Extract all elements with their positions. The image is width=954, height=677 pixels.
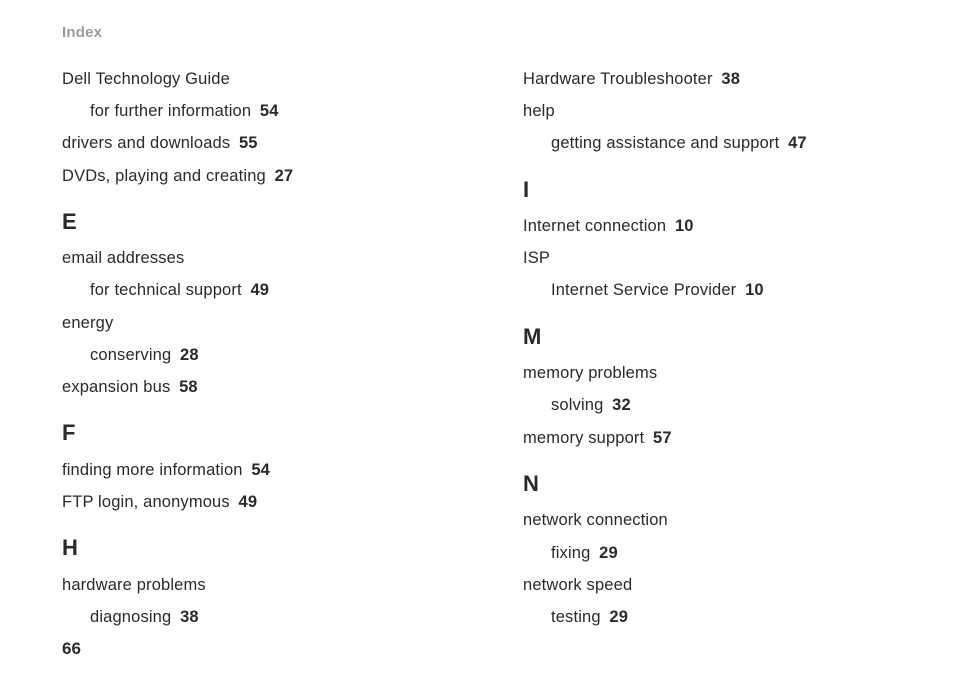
index-entry-text: Hardware Troubleshooter (523, 70, 713, 88)
index-entry: expansion bus 58 (62, 371, 433, 403)
index-entry-text: getting assistance and support (551, 134, 779, 152)
index-entry-text: hardware problems (62, 576, 206, 594)
index-entry: drivers and downloads 55 (62, 127, 433, 159)
index-entry-text: Internet Service Provider (551, 281, 736, 299)
index-page: Index Dell Technology Guide for further i… (0, 0, 954, 677)
index-subentry: testing 29 (523, 601, 894, 633)
index-entry-text: energy (62, 314, 113, 332)
index-entry-text: for technical support (90, 281, 242, 299)
index-page-ref: 49 (250, 281, 269, 299)
index-page-ref: 38 (180, 608, 199, 626)
index-entry-text: expansion bus (62, 378, 170, 396)
index-entry-text: drivers and downloads (62, 134, 230, 152)
index-entry-text: network speed (523, 576, 632, 594)
index-entry-text: for further information (90, 102, 251, 120)
index-letter-heading: E (62, 208, 433, 237)
index-entry: energy (62, 307, 433, 339)
index-page-ref: 29 (599, 544, 618, 562)
index-entry-text: memory support (523, 429, 644, 447)
page-header: Index (62, 24, 894, 41)
index-page-ref: 47 (788, 134, 807, 152)
index-entry: finding more information 54 (62, 454, 433, 486)
index-subentry: solving 32 (523, 389, 894, 421)
index-page-ref: 58 (179, 378, 198, 396)
index-entry-text: conserving (90, 346, 171, 364)
index-entry-text: network connection (523, 511, 668, 529)
index-entry: Internet connection 10 (523, 210, 894, 242)
index-entry: memory problems (523, 357, 894, 389)
index-entry: Hardware Troubleshooter 38 (523, 63, 894, 95)
index-subentry: Internet Service Provider 10 (523, 274, 894, 306)
index-entry: email addresses (62, 242, 433, 274)
index-letter-heading: H (62, 534, 433, 563)
index-columns: Dell Technology Guide for further informa… (62, 63, 894, 633)
index-page-ref: 49 (239, 493, 258, 511)
index-entry-text: Dell Technology Guide (62, 70, 230, 88)
index-entry: Dell Technology Guide (62, 63, 433, 95)
index-entry: ISP (523, 242, 894, 274)
index-column-left: Dell Technology Guide for further informa… (62, 63, 433, 633)
index-entry: hardware problems (62, 569, 433, 601)
index-page-ref: 28 (180, 346, 199, 364)
index-subentry: for technical support 49 (62, 274, 433, 306)
index-page-ref: 10 (675, 217, 694, 235)
index-entry-text: DVDs, playing and creating (62, 167, 266, 185)
index-page-ref: 32 (612, 396, 631, 414)
index-subentry: for further information 54 (62, 95, 433, 127)
index-letter-heading: I (523, 176, 894, 205)
index-page-ref: 55 (239, 134, 258, 152)
index-entry: DVDs, playing and creating 27 (62, 160, 433, 192)
index-letter-heading: N (523, 470, 894, 499)
index-subentry: getting assistance and support 47 (523, 127, 894, 159)
index-entry-text: help (523, 102, 555, 120)
index-entry: FTP login, anonymous 49 (62, 486, 433, 518)
index-entry: help (523, 95, 894, 127)
index-entry-text: Internet connection (523, 217, 666, 235)
index-page-ref: 57 (653, 429, 672, 447)
index-entry: memory support 57 (523, 422, 894, 454)
index-letter-heading: F (62, 419, 433, 448)
index-page-ref: 10 (745, 281, 764, 299)
index-column-right: Hardware Troubleshooter 38 help getting as… (523, 63, 894, 633)
index-subentry: fixing 29 (523, 537, 894, 569)
index-entry-text: solving (551, 396, 603, 414)
index-entry-text: diagnosing (90, 608, 171, 626)
index-entry: network connection (523, 504, 894, 536)
index-entry-text: email addresses (62, 249, 184, 267)
page-number: 66 (62, 639, 81, 659)
index-page-ref: 54 (251, 461, 270, 479)
index-page-ref: 54 (260, 102, 279, 120)
index-page-ref: 27 (275, 167, 294, 185)
index-entry-text: fixing (551, 544, 590, 562)
index-subentry: diagnosing 38 (62, 601, 433, 633)
index-entry-text: memory problems (523, 364, 657, 382)
index-entry: network speed (523, 569, 894, 601)
index-subentry: conserving 28 (62, 339, 433, 371)
index-entry-text: FTP login, anonymous (62, 493, 230, 511)
index-entry-text: finding more information (62, 461, 243, 479)
index-entry-text: testing (551, 608, 601, 626)
index-entry-text: ISP (523, 249, 550, 267)
index-letter-heading: M (523, 323, 894, 352)
index-page-ref: 38 (721, 70, 740, 88)
index-page-ref: 29 (609, 608, 628, 626)
